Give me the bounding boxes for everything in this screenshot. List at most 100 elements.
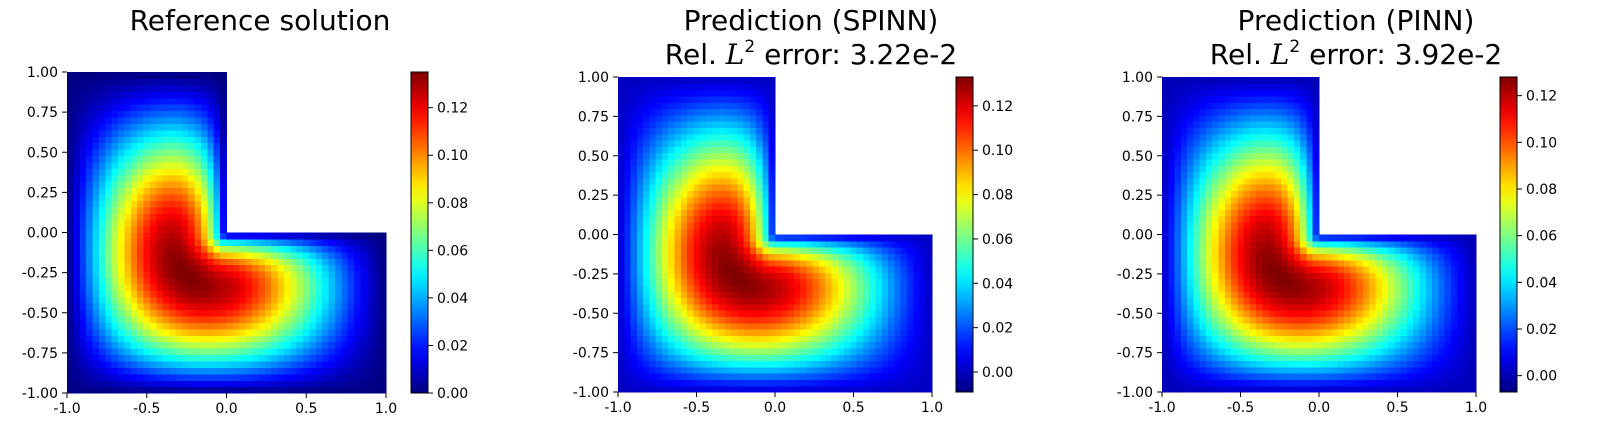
heatmap-cell [1206, 165, 1213, 172]
heatmap-cell [631, 83, 638, 90]
heatmap-cell [624, 348, 631, 355]
heatmap-cell [857, 298, 864, 305]
heatmap-cell [675, 247, 682, 254]
heatmap-cell [297, 361, 304, 368]
heatmap-cell [662, 310, 669, 317]
heatmap-cell [271, 367, 278, 374]
heatmap-cell [156, 361, 163, 368]
heatmap-cell [656, 228, 663, 235]
heatmap-cell [118, 104, 125, 111]
heatmap-cell [624, 134, 631, 141]
heatmap-cell [718, 379, 725, 386]
heatmap-cell [278, 245, 285, 252]
heatmap-cell [137, 168, 144, 175]
heatmap-cell [105, 143, 112, 150]
heatmap-cell [706, 109, 713, 116]
heatmap-cell [1181, 184, 1188, 191]
heatmap-cell [631, 228, 638, 235]
heatmap-cell [643, 209, 650, 216]
heatmap-cell [731, 291, 738, 298]
heatmap-cell [335, 348, 342, 355]
heatmap-cell [631, 127, 638, 134]
heatmap-cell [1294, 323, 1301, 330]
heatmap-cell [1256, 367, 1263, 374]
heatmap-cell [93, 348, 100, 355]
heatmap-cell [681, 348, 688, 355]
heatmap-cell [926, 272, 933, 279]
heatmap-cell [1200, 102, 1207, 109]
colorbar-tick-label: 0.10 [437, 148, 468, 164]
heatmap-cell [687, 298, 694, 305]
heatmap-cell [775, 329, 782, 336]
heatmap-cell [775, 291, 782, 298]
heatmap-cell [163, 342, 170, 349]
heatmap-cell [668, 285, 675, 292]
heatmap-cell [188, 380, 195, 387]
heatmap-cell [156, 111, 163, 118]
heatmap-cell [1187, 178, 1194, 185]
heatmap-cell [137, 367, 144, 374]
heatmap-cell [86, 155, 93, 162]
heatmap-cell [907, 379, 914, 386]
heatmap-cell [118, 322, 125, 329]
heatmap-cell [643, 83, 650, 90]
heatmap-cell [67, 117, 74, 124]
heatmap-cell [99, 168, 106, 175]
heatmap-cell [284, 303, 291, 310]
heatmap-cell [367, 284, 374, 291]
heatmap-cell [124, 329, 131, 336]
y-tick-label: 0.50 [27, 145, 58, 161]
heatmap-cell [86, 162, 93, 169]
heatmap-cell [1200, 291, 1207, 298]
heatmap-cell [278, 380, 285, 387]
heatmap-cell [309, 348, 316, 355]
heatmap-cell [744, 102, 751, 109]
heatmap-cell [188, 303, 195, 310]
heatmap-cell [169, 342, 176, 349]
heatmap-cell [913, 298, 920, 305]
heatmap-cell [844, 291, 851, 298]
heatmap-cell [875, 361, 882, 368]
heatmap-cell [156, 367, 163, 374]
heatmap-cell [246, 361, 253, 368]
heatmap-cell [926, 354, 933, 361]
heatmap-cell [693, 379, 700, 386]
heatmap-cell [1269, 235, 1276, 242]
heatmap-cell [188, 297, 195, 304]
heatmap-cell [1300, 266, 1307, 273]
heatmap-cell [1244, 153, 1251, 160]
heatmap-cell [901, 348, 908, 355]
heatmap-cell [93, 111, 100, 118]
heatmap-cell [182, 239, 189, 246]
heatmap-cell [888, 379, 895, 386]
heatmap-cell [163, 374, 170, 381]
heatmap-cell [718, 285, 725, 292]
heatmap-cell [112, 348, 119, 355]
heatmap-cell [1262, 272, 1269, 279]
heatmap-cell [93, 335, 100, 342]
heatmap-cell [227, 233, 234, 240]
heatmap-cell [1294, 298, 1301, 305]
heatmap-cell [227, 367, 234, 374]
heatmap-cell [341, 316, 348, 323]
heatmap-cell [207, 85, 214, 92]
heatmap-cell [1225, 190, 1232, 197]
heatmap-cell [725, 272, 732, 279]
heatmap-cell [681, 203, 688, 210]
heatmap-cell [67, 239, 74, 246]
heatmap-cell [744, 379, 751, 386]
heatmap-cell [656, 121, 663, 128]
heatmap-cell [297, 335, 304, 342]
heatmap-cell [182, 335, 189, 342]
heatmap-cell [756, 235, 763, 242]
heatmap-cell [80, 175, 87, 182]
heatmap-cell [737, 348, 744, 355]
heatmap-cell [869, 298, 876, 305]
heatmap-cell [99, 104, 106, 111]
heatmap-cell [718, 159, 725, 166]
heatmap-cell [913, 367, 920, 374]
heatmap-cell [769, 342, 776, 349]
heatmap-cell [67, 207, 74, 214]
heatmap-cell [73, 277, 80, 284]
heatmap-cell [1206, 279, 1213, 286]
